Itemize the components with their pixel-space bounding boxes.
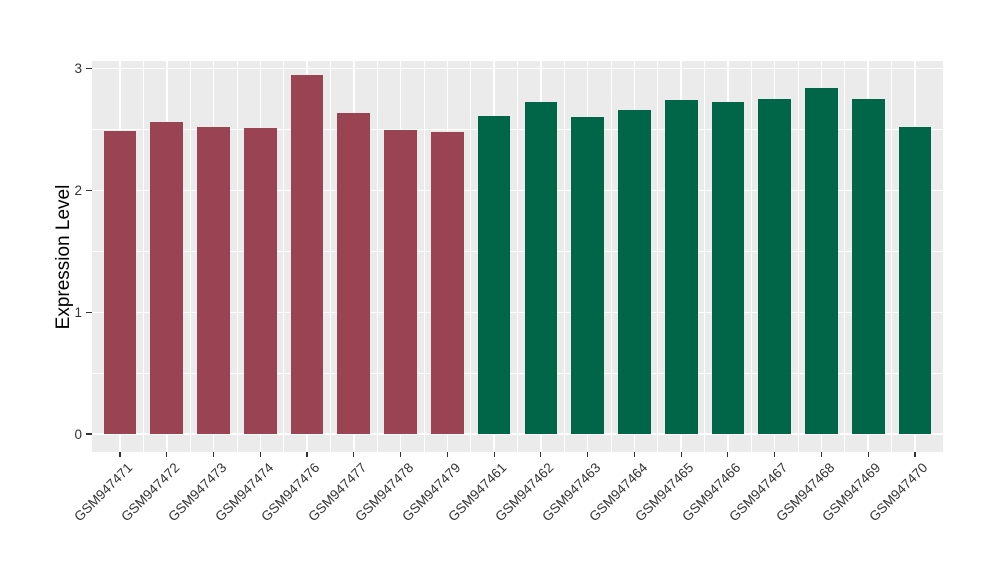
gridline-minor-vertical <box>704 61 706 452</box>
x-axis-tick <box>680 452 682 457</box>
bar-GSM947469 <box>851 99 885 434</box>
y-axis-tick <box>86 433 92 435</box>
x-axis-tick <box>259 452 261 457</box>
bar-GSM947471 <box>103 130 137 434</box>
x-axis-tick <box>727 452 729 457</box>
x-axis-tick <box>540 452 542 457</box>
y-tick-label: 2 <box>74 183 82 199</box>
bar-GSM947465 <box>664 100 698 434</box>
x-axis-tick <box>587 452 589 457</box>
bar-GSM947472 <box>150 122 184 434</box>
bar-GSM947467 <box>758 99 792 434</box>
y-tick-label: 3 <box>74 61 82 77</box>
gridline-minor-vertical <box>750 61 752 452</box>
bar-GSM947478 <box>384 129 417 434</box>
gridline-minor-vertical <box>563 61 565 452</box>
gridline-minor-vertical <box>236 61 238 452</box>
x-axis-tick <box>119 452 121 457</box>
bar-GSM947464 <box>618 110 651 434</box>
bar-GSM947473 <box>197 127 230 434</box>
gridline-minor-vertical <box>189 61 191 452</box>
y-tick-label: 0 <box>74 426 82 442</box>
x-axis-tick <box>353 452 355 457</box>
x-axis-tick <box>820 452 823 457</box>
bar-GSM947470 <box>898 127 932 434</box>
y-tick-label: 1 <box>74 304 82 320</box>
y-axis-tick <box>86 311 92 313</box>
gridline-minor-vertical <box>891 61 893 452</box>
bar-GSM947462 <box>524 101 558 434</box>
gridline-minor-vertical <box>797 61 799 452</box>
x-axis-tick <box>633 452 635 457</box>
bar-GSM947474 <box>243 128 277 434</box>
x-axis-tick <box>914 452 916 457</box>
y-axis-tick <box>86 68 92 70</box>
y-axis-title: Expression Level <box>53 184 74 329</box>
bar-GSM947463 <box>571 117 604 434</box>
gridline-minor-vertical <box>844 61 846 452</box>
x-axis-tick <box>867 452 869 457</box>
x-axis-tick <box>400 452 402 457</box>
bar-GSM947466 <box>711 101 745 434</box>
x-axis-tick <box>446 452 448 457</box>
x-axis-tick <box>166 452 168 457</box>
gridline-minor-vertical <box>376 61 378 452</box>
x-axis-tick <box>306 452 308 457</box>
gridline-minor-vertical <box>470 61 472 452</box>
gridline-minor-vertical <box>330 61 331 452</box>
bar-GSM947468 <box>805 88 838 434</box>
gridline-minor-vertical <box>610 61 612 452</box>
bar-GSM947461 <box>477 116 511 434</box>
y-axis-tick <box>86 189 92 192</box>
gridline-minor-vertical <box>283 61 285 452</box>
gridline-minor-vertical <box>423 61 425 452</box>
gridline-minor-vertical <box>657 61 659 452</box>
x-axis-tick <box>212 452 215 457</box>
bar-GSM947477 <box>337 112 371 434</box>
gridline-minor-vertical <box>143 61 144 452</box>
x-axis-tick <box>493 452 495 457</box>
x-axis-tick <box>774 452 776 457</box>
bar-GSM947476 <box>290 74 324 434</box>
bar-GSM947479 <box>430 132 464 434</box>
gridline-minor-vertical <box>517 61 518 452</box>
